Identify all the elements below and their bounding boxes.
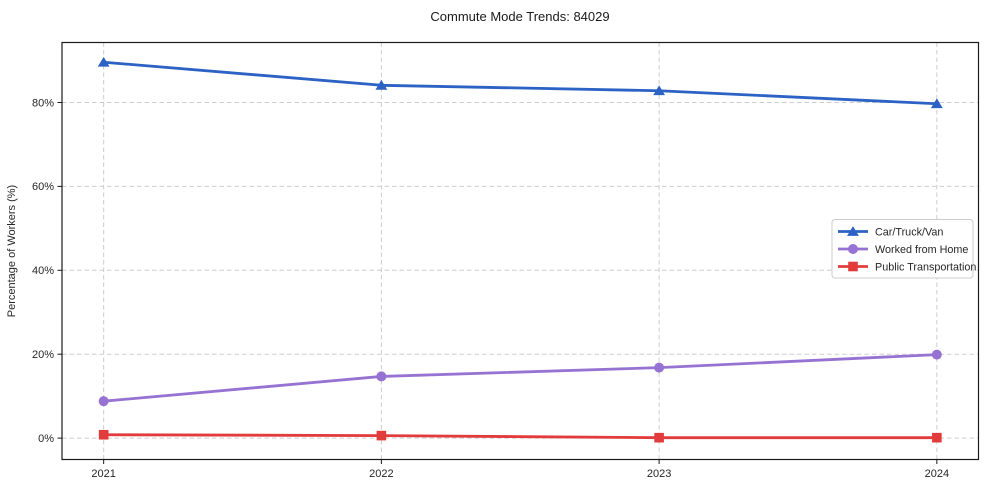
square-marker — [376, 430, 387, 441]
circle-marker — [931, 349, 942, 360]
x-tick-label: 2021 — [91, 468, 115, 480]
square-marker — [932, 432, 942, 443]
y-tick-label: 40% — [32, 265, 54, 277]
legend: Car/Truck/Van Worked from Home Public Tran… — [831, 219, 976, 279]
y-tick-label: 20% — [32, 349, 54, 361]
square-marker — [98, 429, 109, 440]
circle-marker — [98, 396, 109, 407]
axis-layer: 0% 20% 40% 60% 80% 2021 2022 2023 2024 — [32, 97, 949, 480]
series-line-car-truck-van — [102, 60, 939, 106]
triangle-marker — [847, 226, 859, 236]
circle-marker — [376, 371, 387, 382]
y-axis-label: Percentage of Workers (%) — [6, 185, 18, 317]
x-tick-label: 2024 — [925, 468, 949, 480]
legend-label-public-transportation: Public Transportation — [875, 261, 976, 273]
y-tick-label: 60% — [32, 181, 54, 193]
y-tick-label: 80% — [32, 97, 54, 109]
triangle-marker — [653, 85, 666, 96]
x-tick-label: 2022 — [369, 468, 393, 480]
x-tick-label: 2023 — [647, 468, 671, 480]
grid-layer — [62, 42, 979, 460]
series-line-worked-from-home — [102, 353, 939, 403]
plot-border — [61, 41, 980, 461]
series-line-public-transportation — [102, 433, 939, 440]
circle-marker — [848, 244, 858, 254]
square-marker — [848, 261, 858, 272]
circle-marker — [654, 362, 665, 373]
legend-label-worked-from-home: Worked from Home — [875, 244, 968, 256]
legend-box — [831, 219, 974, 279]
y-tick-label: 0% — [38, 433, 54, 445]
chart-title: Commute Mode Trends: 84029 — [430, 9, 609, 24]
legend-label-car-truck-van: Car/Truck/Van — [875, 226, 943, 238]
triangle-marker — [375, 79, 388, 90]
series-layer — [97, 56, 943, 443]
triangle-marker — [930, 98, 943, 109]
square-marker — [654, 432, 664, 443]
triangle-marker — [97, 56, 110, 67]
